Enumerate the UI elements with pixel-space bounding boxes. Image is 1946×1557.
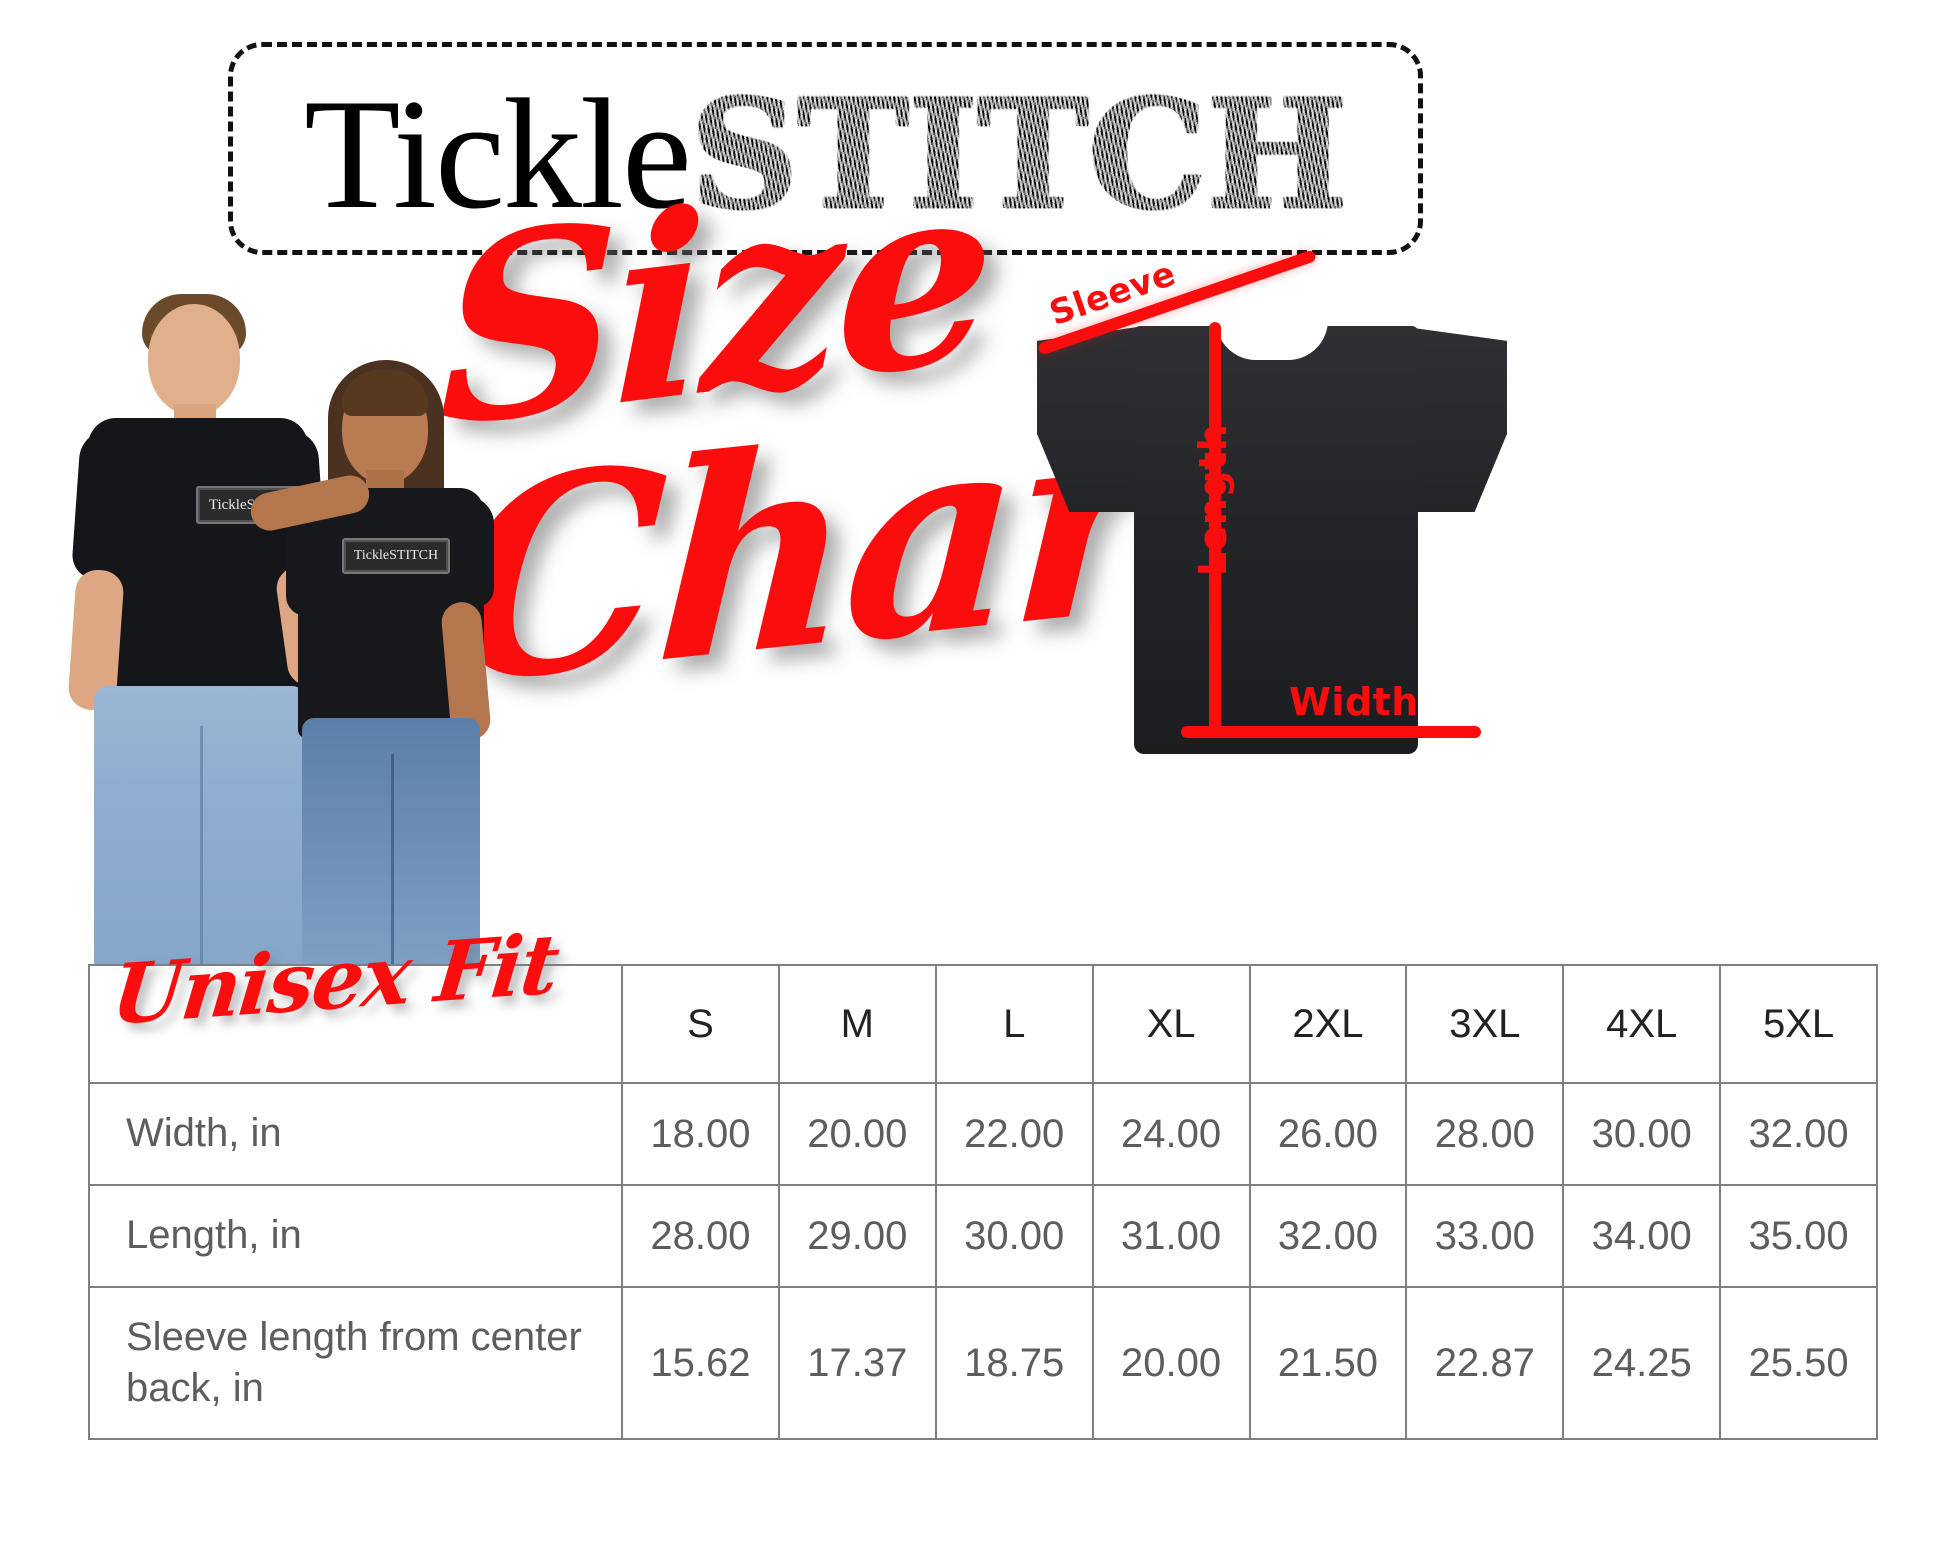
column-header-2xl: 2XL [1248, 964, 1408, 1084]
cell-width-3xl: 28.00 [1405, 1082, 1565, 1186]
column-header-3xl: 3XL [1405, 964, 1565, 1084]
row-label-length: Length, in [88, 1184, 623, 1288]
cell-width-2xl: 26.00 [1248, 1082, 1408, 1186]
column-header-5xl: 5XL [1719, 964, 1878, 1084]
models-photo: TickleSTITCH TickleSTITCH [67, 288, 494, 968]
column-header-xl: XL [1091, 964, 1251, 1084]
cell-sleeve-4xl: 24.25 [1562, 1286, 1722, 1440]
tshirt-measure-diagram: TickleSTITCH Sleeve Length Width [1033, 249, 1511, 758]
length-measure-line [1209, 322, 1221, 736]
size-chart-table: Unisex Fit S M L XL 2XL 3XL 4XL 5XL Widt… [88, 916, 1878, 1440]
female-jeans [302, 718, 480, 968]
column-header-s: S [621, 964, 780, 1084]
table-header-row: Unisex Fit S M L XL 2XL 3XL 4XL 5XL [88, 916, 1878, 1084]
female-hair-front [342, 370, 428, 416]
cell-width-4xl: 30.00 [1562, 1082, 1722, 1186]
cell-length-xl: 31.00 [1091, 1184, 1251, 1288]
cell-length-m: 29.00 [777, 1184, 937, 1288]
cell-width-xl: 24.00 [1091, 1082, 1251, 1186]
cell-length-5xl: 35.00 [1719, 1184, 1878, 1288]
cell-sleeve-m: 17.37 [777, 1286, 937, 1440]
column-header-l: L [934, 964, 1094, 1084]
male-tshirt [88, 418, 308, 708]
cell-length-l: 30.00 [934, 1184, 1094, 1288]
tshirt-sleeve-left [1037, 326, 1145, 512]
cell-width-l: 22.00 [934, 1082, 1094, 1186]
cell-length-2xl: 32.00 [1248, 1184, 1408, 1288]
width-label: Width [1289, 680, 1419, 724]
cell-width-m: 20.00 [777, 1082, 937, 1186]
column-header-m: M [777, 964, 937, 1084]
brand-logo-stitch: STITCH [686, 66, 1351, 243]
length-label: Length [1191, 423, 1236, 577]
cell-sleeve-l: 18.75 [934, 1286, 1094, 1440]
cell-width-5xl: 32.00 [1719, 1082, 1878, 1186]
tshirt-collar [1216, 320, 1328, 360]
brand-logo: Tickle STITCH [304, 66, 1351, 243]
cell-sleeve-5xl: 25.50 [1719, 1286, 1878, 1440]
width-measure-line [1181, 726, 1481, 738]
cell-sleeve-3xl: 22.87 [1405, 1286, 1565, 1440]
table-row: Length, in 28.00 29.00 30.00 31.00 32.00… [88, 1184, 1878, 1288]
brand-logo-tickle: Tickle [304, 66, 692, 242]
table-row: Width, in 18.00 20.00 22.00 24.00 26.00 … [88, 1082, 1878, 1186]
row-label-width: Width, in [88, 1082, 623, 1186]
cell-length-4xl: 34.00 [1562, 1184, 1722, 1288]
male-jeans [94, 686, 306, 968]
unisex-fit-header: Unisex Fit [88, 916, 623, 1084]
cell-sleeve-s: 15.62 [621, 1286, 780, 1440]
female-chest-patch: TickleSTITCH [342, 538, 450, 574]
column-header-4xl: 4XL [1562, 964, 1722, 1084]
cell-length-s: 28.00 [621, 1184, 780, 1288]
male-head [148, 304, 240, 416]
cell-width-s: 18.00 [621, 1082, 780, 1186]
cell-length-3xl: 33.00 [1405, 1184, 1565, 1288]
tshirt-body [1134, 326, 1418, 754]
cell-sleeve-xl: 20.00 [1091, 1286, 1251, 1440]
table-row: Sleeve length from center back, in 15.62… [88, 1286, 1878, 1440]
row-label-sleeve: Sleeve length from center back, in [88, 1286, 623, 1440]
cell-sleeve-2xl: 21.50 [1248, 1286, 1408, 1440]
brand-logo-box: Tickle STITCH [228, 42, 1423, 255]
